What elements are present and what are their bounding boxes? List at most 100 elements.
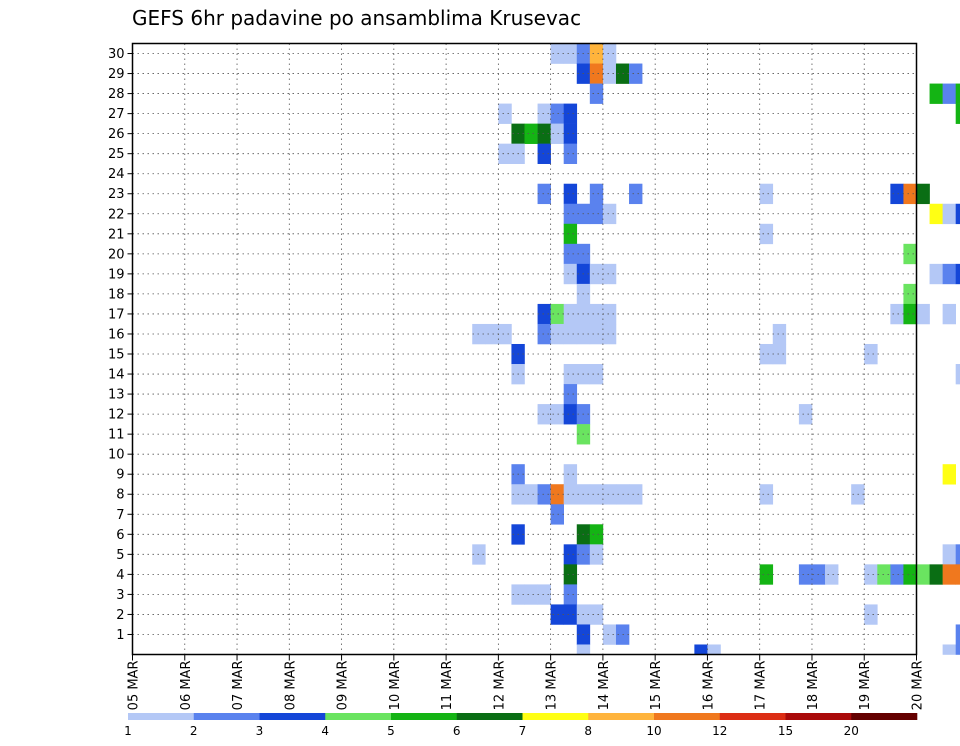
heatmap-cell <box>524 123 538 144</box>
heatmap-cell <box>602 624 617 645</box>
x-tick-label: 09 MAR <box>336 661 351 711</box>
heatmap-cell <box>759 564 774 585</box>
y-tick-label: 23 <box>108 187 125 202</box>
heatmap-cell <box>589 263 604 285</box>
colorbar-label: 10 <box>646 724 661 738</box>
heatmap-cell <box>955 103 960 124</box>
y-tick-label: 13 <box>108 388 125 403</box>
colorbar-swatch <box>522 713 589 720</box>
heatmap-cell <box>589 303 604 325</box>
heatmap-cell <box>524 484 538 505</box>
x-tick-label: 14 MAR <box>597 661 612 711</box>
heatmap-cell <box>563 323 578 345</box>
heatmap-cell <box>955 564 960 585</box>
heatmap-cell <box>563 484 578 505</box>
heatmap-cell <box>955 263 960 285</box>
heatmap-cell <box>798 564 813 585</box>
y-tick-label: 5 <box>116 548 124 563</box>
colorbar-swatch <box>588 713 655 720</box>
y-tick-label: 21 <box>108 227 125 242</box>
colorbar-swatch <box>785 713 852 720</box>
heatmap-cell <box>589 83 604 104</box>
heatmap-cell <box>576 644 591 655</box>
heatmap-cell <box>550 504 564 525</box>
heatmap-cell <box>563 43 578 64</box>
heatmap-cell <box>498 323 512 345</box>
heatmap-cell <box>563 203 578 225</box>
heatmap-cell <box>903 243 917 265</box>
heatmap-cell <box>550 303 564 325</box>
heatmap-cell <box>563 584 578 605</box>
y-tick-label: 24 <box>108 167 125 182</box>
heatmap-cell <box>955 644 960 655</box>
heatmap-cell <box>903 183 917 205</box>
x-tick-label: 11 MAR <box>440 661 455 711</box>
heatmap-cell <box>759 343 774 365</box>
heatmap-cell <box>563 303 578 325</box>
heatmap-cell <box>563 604 578 625</box>
grid-lines <box>132 43 917 655</box>
plot-frame <box>131 42 918 656</box>
heatmap-cell <box>589 323 604 345</box>
heatmap-cell <box>550 404 564 425</box>
y-tick-label: 3 <box>116 588 124 603</box>
heatmap-cell <box>602 303 617 325</box>
heatmap-cell <box>864 604 878 625</box>
heatmap-cell <box>589 604 604 625</box>
heatmap-cell <box>772 323 787 345</box>
heatmap-cell <box>563 103 578 124</box>
heatmap-cell <box>563 183 578 205</box>
heatmap-cell <box>563 464 578 485</box>
heatmap-cell <box>903 283 917 305</box>
heatmap-cell <box>589 63 604 84</box>
heatmap-cell <box>589 203 604 225</box>
heatmap-cell <box>955 83 960 104</box>
heatmap-cell <box>563 384 578 405</box>
heatmap-cell <box>550 604 564 625</box>
colorbar-label: 5 <box>387 724 395 738</box>
colorbar-swatch <box>456 713 523 720</box>
heatmap-cell <box>563 123 578 144</box>
x-tick-label: 13 MAR <box>545 661 560 711</box>
x-axis: 05 MAR 06 MAR 07 MAR 08 MAR 09 MAR 10 MAR 11 M… <box>127 654 926 711</box>
heatmap-cell <box>589 544 604 565</box>
x-tick-label: 08 MAR <box>283 661 298 711</box>
heatmap-cell <box>589 524 604 545</box>
heatmap-cell <box>550 123 564 144</box>
heatmap-cell <box>537 183 551 205</box>
y-tick-label: 7 <box>116 508 124 523</box>
heatmap-cell <box>759 223 774 245</box>
heatmap-cell <box>942 564 956 585</box>
x-tick-label: 10 MAR <box>388 661 403 711</box>
y-tick-label: 10 <box>108 448 125 463</box>
heatmap-cell <box>916 183 930 205</box>
heatmap-cell <box>589 43 604 64</box>
colorbar-swatch <box>391 713 458 720</box>
heatmap-cell <box>903 303 917 325</box>
heatmap-cell <box>563 243 578 265</box>
heatmap-cell <box>602 43 617 64</box>
x-tick-label: 15 MAR <box>649 661 664 711</box>
heatmap-cell <box>942 203 956 225</box>
colorbar: 1 2 3 4 5 6 7 8 10 12 15 20 <box>124 713 918 738</box>
heatmap-cell <box>602 263 617 285</box>
heatmap-cell <box>537 323 551 345</box>
heatmap-cell <box>942 544 956 565</box>
y-tick-label: 18 <box>108 287 125 302</box>
y-tick-label: 27 <box>108 107 125 122</box>
y-tick-label: 9 <box>116 468 124 483</box>
colorbar-label: 8 <box>584 724 592 738</box>
heatmap-cell <box>942 644 956 655</box>
heatmap-cell <box>589 484 604 505</box>
y-tick-label: 16 <box>108 327 125 342</box>
heatmap-cell <box>759 484 774 505</box>
colorbar-label: 1 <box>124 724 132 738</box>
heatmap-cell <box>537 404 551 425</box>
colorbar-label: 6 <box>453 724 461 738</box>
colorbar-swatch <box>654 713 721 720</box>
y-tick-label: 29 <box>108 67 125 82</box>
heatmap-cell <box>929 564 943 585</box>
heatmap-cell <box>537 303 551 325</box>
x-tick-label: 20 MAR <box>911 661 926 711</box>
